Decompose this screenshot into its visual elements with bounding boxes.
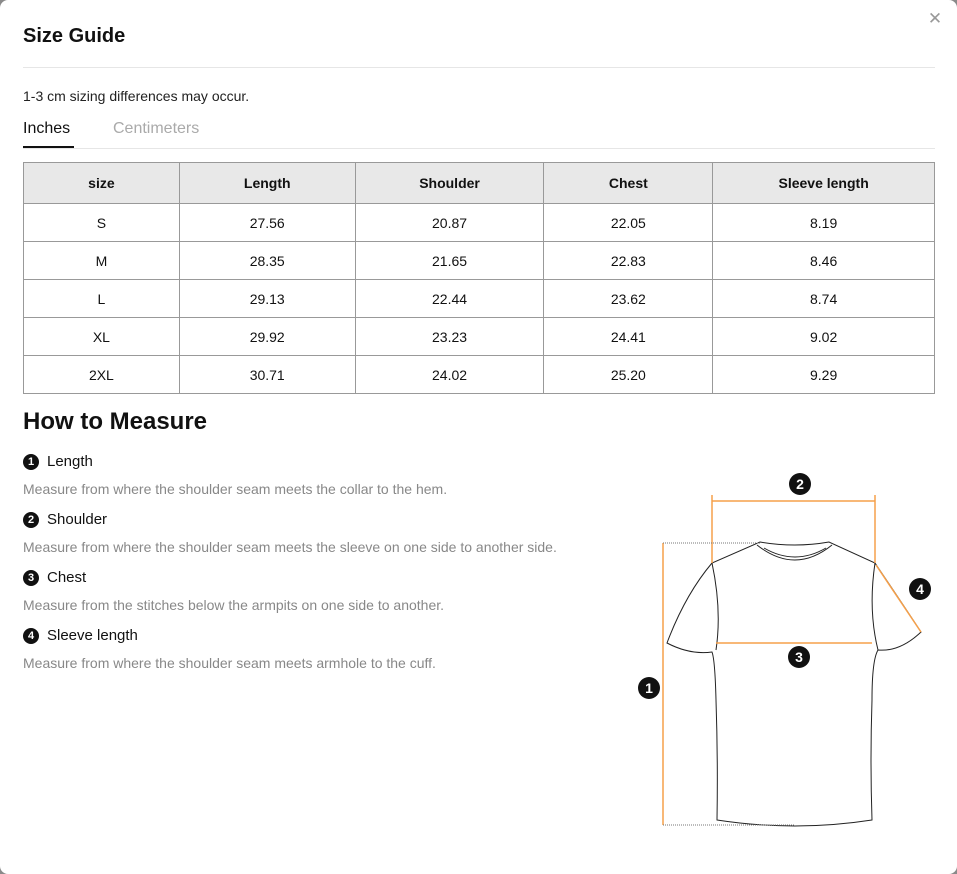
sizing-note: 1-3 cm sizing differences may occur. — [23, 88, 250, 104]
table-cell: L — [23, 279, 180, 318]
measure-label: Chest — [47, 569, 87, 586]
table-cell: 9.02 — [712, 317, 935, 356]
table-cell: 29.92 — [178, 317, 356, 356]
measure-description: Measure from where the shoulder seam mee… — [23, 481, 448, 497]
table-cell: 22.05 — [543, 203, 714, 242]
measure-item-sleeve-length: 4 Sleeve length Measure from where the sho… — [23, 627, 436, 671]
close-icon[interactable]: ✕ — [927, 9, 943, 28]
table-cell: S — [23, 203, 180, 242]
tshirt-measurement-diagram: 1 2 3 4 — [638, 473, 931, 827]
measure-item-shoulder: 2 Shoulder Measure from where the shoulder… — [23, 511, 557, 555]
table-cell: XL — [23, 317, 180, 356]
how-to-measure-title: How to Measure — [23, 408, 208, 435]
table-cell: 24.41 — [543, 317, 714, 356]
table-row: XL 29.92 23.23 24.41 9.02 — [23, 317, 935, 356]
table-cell: 23.23 — [354, 317, 545, 356]
divider — [23, 67, 935, 68]
marker-label: 1 — [645, 680, 653, 696]
table-cell: 24.02 — [354, 355, 545, 394]
marker-4-icon — [909, 578, 931, 600]
table-cell: 22.44 — [354, 279, 545, 318]
measure-item-chest: 3 Chest Measure from the stitches below th… — [23, 569, 444, 613]
measure-description: Measure from the stitches below the armp… — [23, 597, 445, 613]
marker-label: 4 — [916, 581, 924, 597]
number-badge-icon: 1 — [23, 453, 39, 470]
table-row: S 27.56 20.87 22.05 8.19 — [23, 203, 935, 242]
table-row: L 29.13 22.44 23.62 8.74 — [23, 279, 935, 318]
marker-2-icon — [789, 473, 811, 495]
measure-label: Sleeve length — [47, 627, 138, 644]
number-badge-icon: 2 — [23, 511, 39, 528]
measure-description: Measure from where the shoulder seam mee… — [23, 655, 436, 671]
column-header: Chest — [543, 162, 714, 204]
tab-centimeters[interactable]: Centimeters — [113, 120, 200, 137]
size-table: size Length Shoulder Chest Sleeve length S 27… — [23, 162, 935, 394]
modal-title: Size Guide — [23, 25, 126, 47]
table-row: M 28.35 21.65 22.83 8.46 — [23, 241, 935, 280]
tab-inches[interactable]: Inches — [23, 120, 75, 148]
table-cell: 23.62 — [543, 279, 714, 318]
column-header: size — [23, 162, 180, 204]
table-cell: 28.35 — [178, 241, 356, 280]
table-cell: 29.13 — [178, 279, 356, 318]
table-cell: 2XL — [23, 355, 180, 394]
table-cell: 8.74 — [712, 279, 935, 318]
table-cell: 22.83 — [543, 241, 714, 280]
marker-1-icon — [638, 677, 660, 699]
number-badge-icon: 3 — [23, 569, 39, 586]
table-cell: 20.87 — [354, 203, 545, 242]
table-cell: 25.20 — [543, 355, 714, 394]
column-header: Shoulder — [354, 162, 545, 204]
shirt-outline — [666, 541, 922, 827]
column-header: Sleeve length — [712, 162, 935, 204]
number-badge-icon: 4 — [23, 627, 39, 644]
marker-label: 2 — [796, 476, 804, 492]
measure-description: Measure from where the shoulder seam mee… — [23, 539, 557, 555]
measure-label: Length — [47, 453, 93, 470]
table-cell: 21.65 — [354, 241, 545, 280]
unit-tabs: Inches Centimeters — [23, 118, 935, 149]
table-cell: M — [23, 241, 180, 280]
column-header: Length — [178, 162, 356, 204]
table-cell: 8.46 — [712, 241, 935, 280]
measure-label: Shoulder — [47, 511, 108, 528]
table-cell: 8.19 — [712, 203, 935, 242]
sleeve-line — [875, 564, 922, 633]
table-cell: 30.71 — [178, 355, 356, 394]
marker-label: 3 — [795, 649, 803, 665]
table-row: 2XL 30.71 24.02 25.20 9.29 — [23, 355, 935, 394]
measure-item-length: 1 Length Measure from where the shoulder s… — [23, 453, 447, 497]
marker-3-icon — [788, 646, 810, 668]
table-cell: 27.56 — [178, 203, 356, 242]
table-cell: 9.29 — [712, 355, 935, 394]
